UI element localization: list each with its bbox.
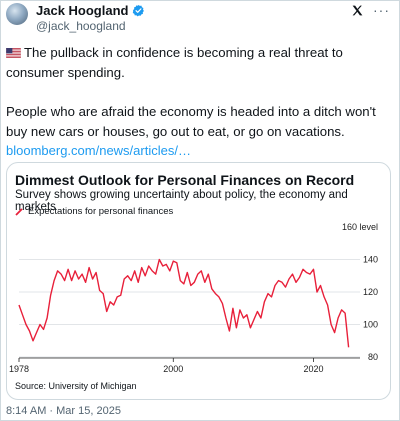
legend-label: Expectations for personal finances xyxy=(28,206,174,217)
author-name[interactable]: Jack Hoogland xyxy=(36,3,129,18)
chart-legend: Expectations for personal finances xyxy=(15,206,173,217)
chart-source: Source: University of Michigan xyxy=(15,381,137,391)
y-unit-label: 160 level xyxy=(342,222,378,232)
author-handle[interactable]: @jack_hoogland xyxy=(36,19,126,33)
y-tick-label-140: 140 xyxy=(363,255,378,265)
avatar[interactable] xyxy=(6,3,28,25)
tweet-text: The pullback in confidence is becoming a… xyxy=(6,43,392,142)
us-flag-icon xyxy=(6,48,21,58)
chart-title: Dimmest Outlook for Personal Finances on… xyxy=(15,172,355,188)
tweet-paragraph-1-text: The pullback in confidence is becoming a… xyxy=(6,45,343,80)
y-tick-label-100: 100 xyxy=(363,320,378,330)
verified-badge-icon xyxy=(133,4,145,17)
timestamp[interactable]: 8:14 AM · Mar 15, 2025 xyxy=(6,405,121,417)
x-tick-label-2020: 2020 xyxy=(304,364,324,374)
x-tick-label-1978: 1978 xyxy=(9,364,29,374)
chart-card[interactable]: Dimmest Outlook for Personal Finances on… xyxy=(6,162,391,400)
y-tick-label-120: 120 xyxy=(363,287,378,297)
y-tick-label-80: 80 xyxy=(368,352,378,362)
tweet-paragraph-1: The pullback in confidence is becoming a… xyxy=(6,43,392,83)
more-options-icon[interactable]: ··· xyxy=(373,2,390,18)
series-line-0 xyxy=(18,258,350,348)
legend-line-icon xyxy=(15,207,23,216)
chart-plot: 80 100 120 140 160 level 1978 2000 2020 xyxy=(9,222,378,374)
article-link[interactable]: bloomberg.com/news/articles/… xyxy=(6,143,191,158)
x-tick-label-2000: 2000 xyxy=(163,364,183,374)
x-logo-icon xyxy=(352,5,363,16)
author-name-row[interactable]: Jack Hoogland xyxy=(36,3,145,18)
chart-subtitle: Survey shows growing uncertainty about p… xyxy=(15,189,348,213)
tweet-paragraph-2: People who are afraid the economy is hea… xyxy=(6,104,376,139)
